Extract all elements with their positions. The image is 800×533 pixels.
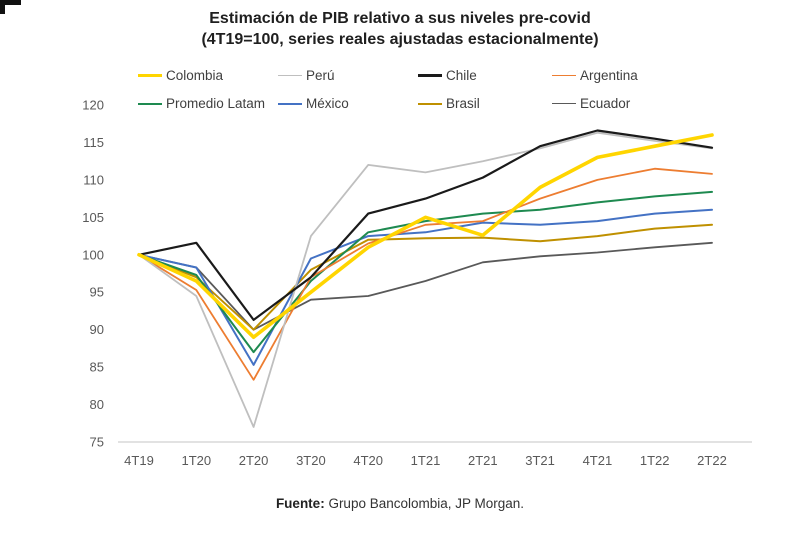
y-axis-tick: 105 (82, 210, 104, 225)
y-axis-tick: 85 (90, 360, 104, 375)
legend-swatch-brasil (418, 102, 442, 105)
series-line-colombia (137, 133, 714, 340)
legend-swatch-colombia (138, 73, 162, 78)
legend-item-ecuador: Ecuador (552, 96, 630, 111)
x-axis-tick: 1T22 (640, 453, 670, 468)
y-axis-tick: 75 (90, 435, 104, 450)
legend-item-mexico: México (278, 96, 349, 111)
series-line-argentina (138, 167, 713, 381)
legend-swatch-ecuador (552, 102, 576, 105)
legend-item-chile: Chile (418, 68, 477, 83)
x-axis-tick: 2T21 (468, 453, 498, 468)
y-axis-tick: 90 (90, 322, 104, 337)
legend-label: Colombia (166, 68, 224, 83)
legend-item-argentina: Argentina (552, 68, 638, 83)
x-axis-tick: 2T22 (697, 453, 727, 468)
legend-swatch-argentina (552, 74, 576, 77)
legend-label: Argentina (580, 68, 638, 83)
legend-label: Perú (306, 68, 335, 83)
legend-swatch-promedio-latam (138, 102, 162, 105)
chart-title-line2: (4T19=100, series reales ajustadas estac… (201, 31, 599, 48)
y-axis-tick: 115 (83, 135, 104, 150)
x-axis-tick: 2T20 (239, 453, 269, 468)
x-axis-tick: 3T21 (525, 453, 555, 468)
legend-swatch-chile (418, 74, 442, 77)
source-label: Fuente: (275, 496, 325, 511)
legend-swatch-peru (278, 74, 302, 77)
series-line-chile (137, 129, 714, 321)
legend-label: México (306, 96, 349, 111)
legend-label: Ecuador (580, 96, 631, 111)
x-axis-tick: 4T20 (353, 453, 383, 468)
legend-item-promedio-latam: Promedio Latam (138, 96, 265, 111)
series-line-promedio-latam (138, 190, 713, 354)
x-axis-tick: 3T20 (296, 453, 326, 468)
chart-title-line1: Estimación de PIB relativo a sus niveles… (209, 10, 591, 27)
legend-label: Chile (446, 68, 477, 83)
legend-swatch-mexico (278, 102, 302, 105)
x-axis-tick: 1T21 (411, 453, 441, 468)
series-line-peru (138, 131, 713, 428)
source-note: Fuente: Grupo Bancolombia, JP Morgan. (0, 496, 800, 511)
legend-item-brasil: Brasil (418, 96, 480, 111)
legend-item-colombia: Colombia (138, 68, 223, 83)
y-axis-tick: 80 (90, 397, 104, 412)
source-text: Grupo Bancolombia, JP Morgan. (324, 496, 525, 511)
y-axis-tick: 120 (82, 98, 104, 113)
y-axis-tick: 95 (90, 285, 104, 300)
series-line-ecuador (138, 241, 713, 331)
series-line-mexico (138, 208, 713, 366)
legend-label: Brasil (446, 96, 480, 111)
legend-label: Promedio Latam (166, 96, 266, 111)
y-axis-tick: 100 (82, 247, 104, 262)
x-axis-tick: 4T19 (124, 453, 154, 468)
y-axis-tick: 110 (83, 172, 104, 187)
legend-item-peru: Perú (278, 68, 335, 83)
chart-title: Estimación de PIB relativo a sus niveles… (0, 8, 800, 50)
corner-mark (0, 0, 21, 14)
series-line-brasil (138, 223, 713, 331)
x-axis-tick: 1T20 (181, 453, 211, 468)
x-axis-tick: 4T21 (583, 453, 613, 468)
